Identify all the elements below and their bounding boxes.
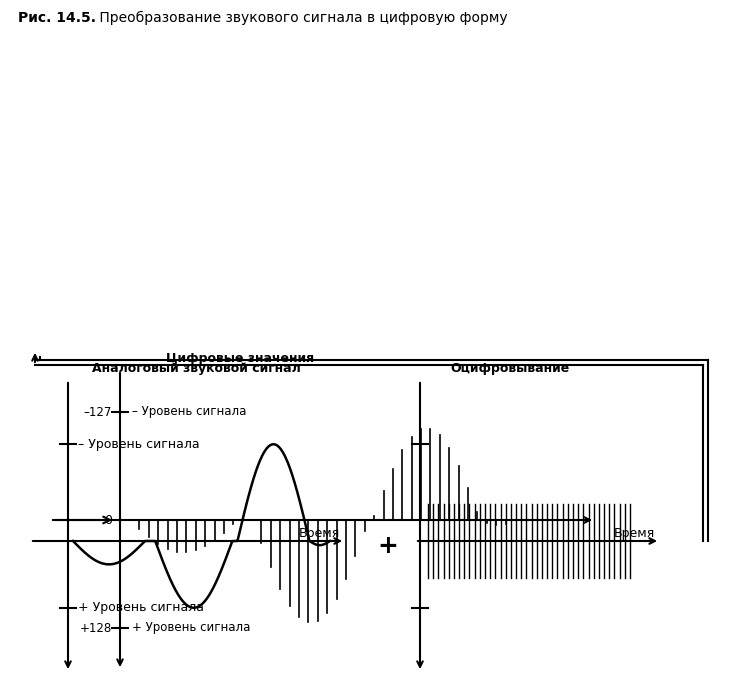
Text: – Уровень сигнала: – Уровень сигнала: [78, 438, 200, 451]
Text: 0: 0: [104, 514, 112, 526]
Text: Рис. 14.5.: Рис. 14.5.: [18, 11, 96, 25]
Text: Время: Время: [299, 527, 340, 540]
Text: Преобразование звукового сигнала в цифровую форму: Преобразование звукового сигнала в цифро…: [95, 11, 507, 25]
Text: Оцифровывание: Оцифровывание: [450, 362, 569, 375]
Text: Аналоговый звуковой сигнал: Аналоговый звуковой сигнал: [92, 362, 301, 375]
Text: –127: –127: [84, 405, 112, 418]
Text: + Уровень сигнала: + Уровень сигнала: [78, 601, 204, 614]
Text: Цифровые значения: Цифровые значения: [166, 352, 314, 365]
Text: +: +: [378, 534, 399, 558]
Text: – Уровень сигнала: – Уровень сигнала: [132, 405, 246, 418]
Text: +128: +128: [79, 622, 112, 635]
Text: + Уровень сигнала: + Уровень сигнала: [132, 622, 250, 635]
Text: Время: Время: [614, 527, 655, 540]
